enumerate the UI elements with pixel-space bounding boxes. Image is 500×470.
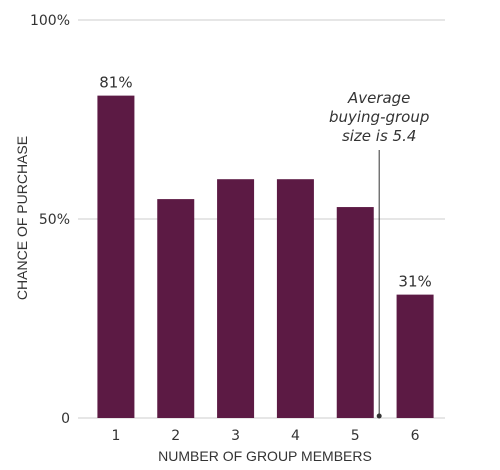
bar-1: [97, 95, 135, 419]
data-labels: 81% 31%: [99, 74, 432, 291]
x-tick-label-5: 5: [351, 428, 360, 444]
x-tick-labels: 1 2 3 4 5 6: [111, 428, 419, 444]
gridlines: [78, 19, 445, 419]
y-axis-label: CHANCE OF PURCHASE: [14, 136, 30, 300]
x-tick-label-2: 2: [171, 428, 180, 444]
data-label-1: 81%: [99, 74, 132, 92]
annotation-line-1: Average: [347, 89, 410, 107]
x-tick-label-4: 4: [291, 428, 300, 444]
average-marker-dot: [376, 413, 382, 419]
annotation-line-2: buying-group: [329, 108, 429, 126]
bars: [97, 95, 434, 419]
bar-4: [276, 179, 314, 418]
y-tick-label-100: 100%: [30, 13, 70, 29]
x-tick-label-1: 1: [111, 428, 120, 444]
y-tick-label-50: 50%: [39, 212, 70, 228]
bar-3: [217, 179, 255, 418]
x-tick-label-6: 6: [411, 428, 420, 444]
x-axis-label: NUMBER OF GROUP MEMBERS: [158, 448, 372, 464]
y-tick-label-0: 0: [61, 411, 70, 427]
x-tick-label-3: 3: [231, 428, 240, 444]
bar-6: [396, 294, 434, 418]
data-label-6: 31%: [398, 273, 431, 291]
annotation-line-3: size is 5.4: [342, 127, 416, 145]
bar-5: [336, 207, 374, 418]
bar-2: [157, 199, 195, 418]
y-tick-labels: 0 50% 100%: [30, 13, 70, 427]
